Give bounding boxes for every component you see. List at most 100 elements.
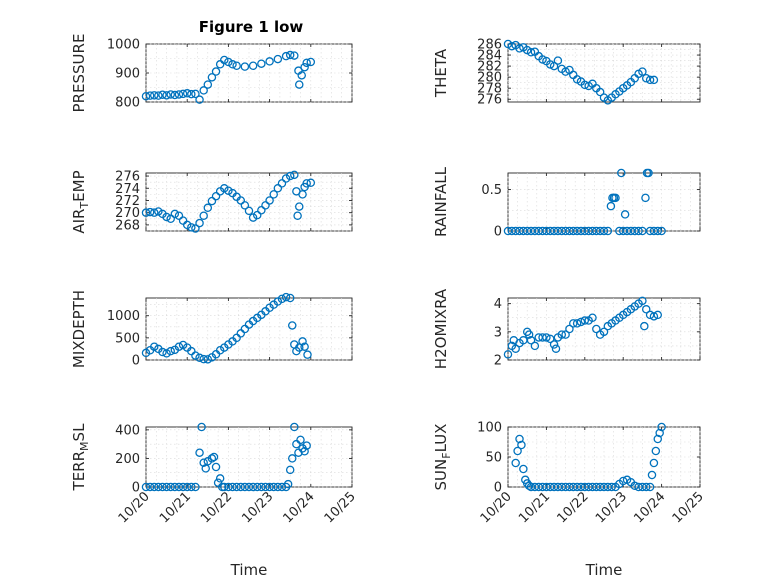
data-point: [178, 482, 188, 492]
y-tick-label: 276: [115, 170, 140, 185]
data-point: [149, 91, 159, 100]
data-point: [162, 212, 171, 222]
data-point: [220, 55, 229, 65]
data-point: [511, 458, 520, 468]
data-point: [653, 226, 663, 236]
data-point: [187, 89, 196, 99]
data-point: [215, 474, 225, 483]
data-point: [207, 196, 217, 206]
data-point: [524, 330, 534, 339]
data-point: [519, 464, 528, 474]
data-point: [515, 44, 524, 53]
data-point: [302, 58, 311, 68]
data-point: [170, 209, 180, 219]
data-point: [197, 422, 206, 432]
data-point: [178, 89, 188, 99]
data-point: [145, 91, 155, 100]
data-point: [195, 448, 204, 457]
data-point: [265, 57, 274, 66]
data-point: [236, 482, 246, 492]
data-point: [199, 458, 208, 467]
data-point: [240, 201, 250, 210]
y-tick-label: 284: [477, 49, 502, 64]
data-point: [641, 73, 651, 83]
x-tick-label: 10/24: [281, 489, 318, 526]
y-tick-label: 50: [485, 451, 502, 466]
data-point: [207, 454, 217, 463]
data-point: [187, 482, 196, 492]
data-point: [553, 56, 563, 65]
data-point: [195, 95, 204, 104]
data-point: [645, 75, 655, 85]
data-point: [569, 319, 578, 328]
data-point: [141, 482, 151, 492]
data-point: [649, 75, 659, 85]
y-tick-label: 800: [115, 96, 140, 111]
data-point: [182, 482, 192, 492]
data-point: [290, 170, 299, 180]
x-tick-label: 10/22: [198, 489, 235, 526]
data-point: [141, 208, 151, 217]
data-point: [620, 210, 630, 219]
data-point: [298, 337, 307, 346]
data-point: [634, 226, 643, 236]
data-point: [174, 211, 184, 220]
data-point: [166, 214, 175, 224]
data-point: [154, 207, 163, 216]
data-point: [565, 324, 574, 334]
data-point: [526, 48, 536, 57]
data-point: [158, 90, 167, 100]
data-point: [300, 342, 309, 351]
data-point: [599, 226, 609, 236]
x-axis-label: Time: [585, 561, 623, 579]
data-point: [211, 191, 221, 201]
data-point: [195, 218, 204, 228]
data-point: [517, 440, 526, 450]
data-point: [162, 482, 171, 492]
data-point: [203, 203, 213, 213]
data-point: [211, 67, 221, 76]
data-point: [607, 482, 616, 492]
data-point: [224, 57, 233, 67]
data-point: [641, 482, 651, 492]
data-point: [644, 168, 653, 178]
y-tick-label: 1000: [107, 309, 140, 324]
y-tick-label: 0: [494, 225, 502, 240]
x-axis-label: Time: [230, 561, 268, 579]
data-point: [162, 91, 171, 100]
data-point: [617, 168, 626, 178]
data-point: [295, 202, 304, 211]
data-point: [545, 334, 555, 344]
data-point: [277, 179, 287, 188]
data-point: [281, 51, 291, 61]
y-tick-label: 276: [477, 93, 502, 108]
data-point: [285, 465, 295, 475]
data-point: [257, 482, 266, 492]
data-point: [549, 340, 559, 349]
data-point: [549, 61, 559, 71]
data-point: [606, 201, 616, 211]
data-point: [290, 422, 299, 432]
data-point: [297, 71, 306, 80]
y-tick-label: 100: [477, 421, 502, 436]
data-point: [592, 324, 601, 334]
data-point: [526, 336, 536, 345]
data-point: [236, 196, 246, 205]
y-tick-label: 274: [115, 182, 140, 197]
data-point: [630, 481, 639, 491]
data-point: [538, 333, 547, 342]
data-point: [295, 80, 304, 89]
subplot-1: 800 900 1000 PRESSURE: [70, 34, 353, 112]
data-point: [248, 482, 258, 492]
data-point: [187, 223, 196, 232]
data-point: [542, 333, 551, 342]
data-point: [248, 61, 258, 71]
figure-title: Figure 1 low: [199, 18, 304, 36]
data-point: [191, 224, 200, 233]
data-point: [240, 62, 250, 71]
y-tick-label: 1000: [107, 38, 140, 53]
data-point: [641, 305, 651, 314]
y-tick-label: 0: [132, 481, 140, 496]
y-axis-label: MIXDEPTH: [70, 290, 88, 368]
